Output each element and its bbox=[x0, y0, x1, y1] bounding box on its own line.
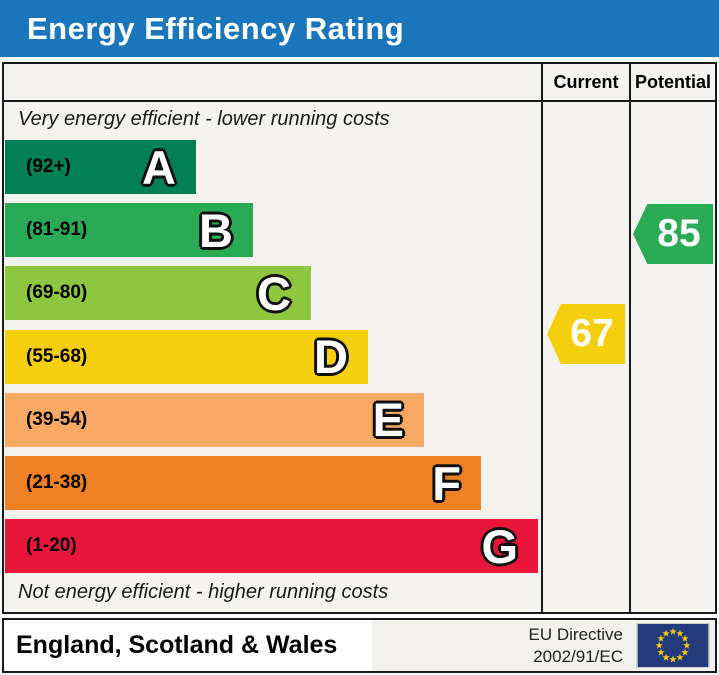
band-letter: C bbox=[257, 266, 291, 320]
rating-table: Current Potential Very energy efficient … bbox=[2, 62, 717, 614]
band-letter: A bbox=[142, 140, 176, 194]
bottom-note: Not energy efficient - higher running co… bbox=[18, 581, 389, 603]
region-label: England, Scotland & Wales bbox=[16, 631, 338, 659]
potential-column-divider bbox=[629, 64, 631, 612]
current-column-header: Current bbox=[553, 71, 619, 92]
band-row-c: (69-80) C bbox=[5, 266, 311, 321]
eu-directive-label: EU Directive 2002/91/EC bbox=[529, 620, 623, 671]
eu-flag-icon bbox=[636, 623, 710, 668]
band-row-a: (92+) A bbox=[5, 140, 196, 194]
potential-column-header: Potential bbox=[634, 71, 711, 92]
band-letter: E bbox=[372, 393, 404, 447]
band-range-label: (92+) bbox=[26, 156, 71, 177]
band-letter: G bbox=[481, 519, 518, 573]
header-divider bbox=[4, 100, 715, 102]
band-row-b: (81-91) B bbox=[5, 203, 253, 258]
band-letter: B bbox=[199, 203, 233, 257]
band-range-label: (81-91) bbox=[26, 219, 88, 241]
footer: England, Scotland & Wales EU Directive 2… bbox=[2, 618, 717, 673]
eu-directive-line2: 2002/91/EC bbox=[533, 646, 623, 666]
top-note: Very energy efficient - lower running co… bbox=[18, 108, 390, 130]
band-range-label: (1-20) bbox=[26, 535, 77, 557]
eu-directive-line1: EU Directive bbox=[528, 624, 623, 644]
band-range-label: (21-38) bbox=[26, 472, 88, 493]
band-row-d: (55-68) D bbox=[5, 329, 368, 384]
band-letter: D bbox=[314, 330, 348, 384]
current-rating-marker: 67 bbox=[547, 304, 625, 364]
band-letter: F bbox=[432, 456, 461, 510]
band-row-e: (39-54) E bbox=[5, 392, 424, 447]
band-range-label: (39-54) bbox=[26, 408, 88, 430]
band-range-label: (69-80) bbox=[26, 282, 88, 304]
band-row-g: (1-20) G bbox=[5, 519, 538, 574]
current-rating-value: 67 bbox=[570, 312, 614, 355]
band-row-f: (21-38) F bbox=[5, 456, 481, 510]
potential-rating-marker: 85 bbox=[633, 204, 713, 264]
potential-rating-value: 85 bbox=[657, 212, 701, 255]
band-range-label: (55-68) bbox=[26, 345, 88, 367]
title-bar: Energy Efficiency Rating bbox=[0, 0, 719, 57]
current-column-divider bbox=[541, 64, 543, 612]
page-title: Energy Efficiency Rating bbox=[27, 10, 405, 46]
